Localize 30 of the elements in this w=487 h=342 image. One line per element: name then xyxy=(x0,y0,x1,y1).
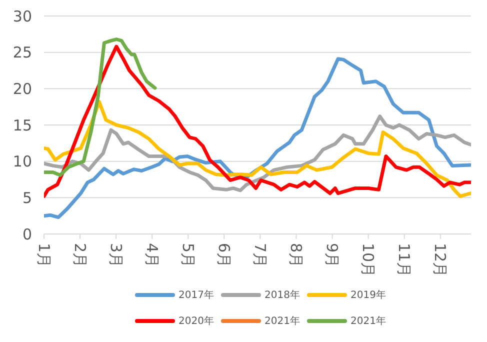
line-series xyxy=(44,44,471,198)
x-tick-label: 10月 xyxy=(359,243,378,278)
x-tick-label: 9月 xyxy=(323,243,342,268)
y-tick-label: 0 xyxy=(22,225,32,244)
x-tick-label: 2月 xyxy=(70,243,89,268)
legend-label: 2018年 xyxy=(264,289,300,302)
y-tick-label: 10 xyxy=(12,152,32,171)
legend-label: 2019年 xyxy=(350,289,386,302)
y-tick-label: 25 xyxy=(12,44,32,62)
legend-label: 2021年 xyxy=(264,315,300,328)
legend-label: 2021年 xyxy=(350,315,386,328)
x-tick-label: 6月 xyxy=(214,243,233,268)
x-tick-label: 5月 xyxy=(178,243,197,268)
x-tick-label: 3月 xyxy=(106,243,125,268)
legend-label: 2017年 xyxy=(178,289,214,302)
line-series xyxy=(44,57,471,220)
y-tick-label: 20 xyxy=(12,80,32,98)
x-tick-label: 1月 xyxy=(34,243,53,268)
line-series xyxy=(44,38,157,177)
x-tick-label: 4月 xyxy=(142,243,161,268)
y-tick-label: 5 xyxy=(22,188,32,207)
x-tick-label: 7月 xyxy=(250,243,269,268)
x-tick-label: 8月 xyxy=(286,243,305,268)
y-tick-label: 30 xyxy=(12,7,32,26)
x-tick-label: 11月 xyxy=(395,243,414,278)
legend-label: 2020年 xyxy=(178,315,214,328)
line-series xyxy=(44,100,471,198)
line-series xyxy=(44,114,471,192)
y-tick-label: 15 xyxy=(12,116,32,134)
x-tick-label: 12月 xyxy=(431,243,450,278)
